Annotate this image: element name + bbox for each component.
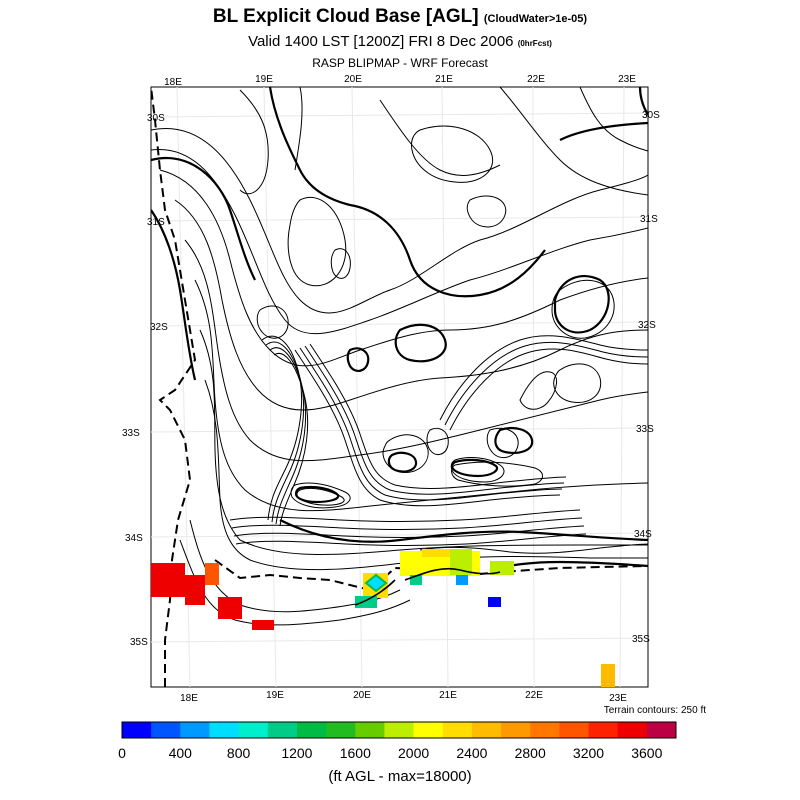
cell bbox=[488, 597, 501, 607]
graticule bbox=[151, 87, 648, 687]
tick-label: 31S bbox=[640, 214, 658, 225]
tick-label: 34S bbox=[125, 533, 143, 544]
colorbar-swatch bbox=[471, 722, 502, 738]
coastline-west bbox=[151, 87, 197, 687]
colorbar-swatch bbox=[238, 722, 269, 738]
cell bbox=[205, 563, 219, 585]
cell bbox=[601, 664, 615, 687]
cell bbox=[410, 575, 422, 585]
tick-label: 35S bbox=[632, 634, 650, 645]
map-plot-area bbox=[151, 87, 648, 687]
cell bbox=[151, 563, 185, 597]
colorbar-swatch bbox=[355, 722, 385, 738]
colorbar-tick-label: 800 bbox=[227, 745, 251, 761]
cell bbox=[456, 575, 468, 585]
tick-label: 20E bbox=[353, 690, 371, 701]
colorbar-swatch bbox=[413, 722, 444, 738]
colorbar-units: (ft AGL - max=18000) bbox=[328, 768, 472, 785]
colorbar-tick-label: 2400 bbox=[456, 745, 487, 761]
tick-label: 33S bbox=[122, 428, 140, 439]
colorbar-tick-label: 1600 bbox=[340, 745, 371, 761]
tick-label: 30S bbox=[642, 110, 660, 121]
tick-label: 23E bbox=[618, 74, 636, 85]
colorbar-tick-label: 3200 bbox=[573, 745, 604, 761]
valid-time-text: Valid 1400 LST [1200Z] FRI 8 Dec 2006 bbox=[248, 33, 514, 50]
tick-label: 23E bbox=[609, 693, 627, 704]
forecast-hour: (0hrFcst) bbox=[517, 39, 552, 48]
map-title: BL Explicit Cloud Base [AGL] (CloudWater… bbox=[0, 6, 800, 28]
tick-label: 18E bbox=[164, 77, 182, 88]
cell bbox=[490, 561, 514, 575]
colorbar-tick-label: 3600 bbox=[631, 745, 662, 761]
colorbar-frame bbox=[121, 721, 677, 739]
colorbar-swatch bbox=[588, 722, 619, 738]
title-main: BL Explicit Cloud Base [AGL] bbox=[212, 6, 479, 27]
tick-label: 22E bbox=[527, 74, 545, 85]
tick-label: 30S bbox=[147, 113, 165, 124]
tick-label: 18E bbox=[180, 693, 198, 704]
tick-label: 35S bbox=[130, 637, 148, 648]
map-subtitle: RASP BLIPMAP - WRF Forecast bbox=[312, 56, 488, 70]
colorbar-swatch bbox=[296, 722, 327, 738]
colorbar-swatch bbox=[151, 722, 181, 738]
colorbar-swatch bbox=[122, 722, 152, 738]
colorbar bbox=[121, 721, 677, 739]
colorbar-tick-label: 400 bbox=[169, 745, 193, 761]
axis-top: 18E 19E 20E 21E 22E 23E bbox=[164, 74, 636, 88]
colorbar-swatch bbox=[326, 722, 356, 738]
colorbar-tick-label: 2000 bbox=[398, 745, 429, 761]
colorbar-swatch bbox=[209, 722, 240, 738]
tick-label: 33S bbox=[636, 424, 654, 435]
axis-bottom: 18E 19E 20E 21E 22E 23E bbox=[180, 690, 627, 704]
overlay-contours bbox=[354, 567, 501, 606]
tick-label: 32S bbox=[638, 320, 656, 331]
tick-label: 32S bbox=[150, 322, 168, 333]
cell bbox=[252, 620, 274, 630]
colorbar-tick-label: 0 bbox=[118, 745, 126, 761]
title-condition: (CloudWater>1e-05) bbox=[483, 13, 588, 25]
colorbar-swatch bbox=[530, 722, 560, 738]
axis-left: 30S 31S 32S 33S 34S 35S bbox=[122, 113, 168, 648]
cell bbox=[450, 549, 472, 575]
tick-label: 20E bbox=[344, 74, 362, 85]
colorbar-swatch bbox=[617, 722, 648, 738]
colorbar-swatch bbox=[646, 722, 677, 738]
colorbar-swatch bbox=[559, 722, 589, 738]
axis-right: 30S 31S 32S 33S 34S 35S bbox=[632, 110, 660, 645]
colorbar-swatch bbox=[501, 722, 531, 738]
cell bbox=[218, 597, 242, 619]
cell bbox=[185, 575, 205, 605]
colorbar-tick-label: 1200 bbox=[281, 745, 312, 761]
colorbar-tick-label: 2800 bbox=[515, 745, 546, 761]
colorbar-swatch bbox=[180, 722, 210, 738]
thick-contours bbox=[151, 87, 648, 572]
cell bbox=[355, 596, 377, 608]
tick-label: 19E bbox=[255, 74, 273, 85]
map-frame bbox=[150, 86, 649, 688]
terrain-note: Terrain contours: 250 ft bbox=[603, 705, 706, 716]
valid-time: Valid 1400 LST [1200Z] FRI 8 Dec 2006 (0… bbox=[0, 33, 800, 50]
colorbar-swatch bbox=[442, 722, 473, 738]
colorbar-swatch bbox=[384, 722, 414, 738]
tick-label: 21E bbox=[435, 74, 453, 85]
escarpment-contours bbox=[229, 335, 648, 546]
tick-label: 31S bbox=[147, 217, 165, 228]
cell bbox=[422, 549, 452, 557]
colorbar-swatch bbox=[267, 722, 298, 738]
tick-label: 19E bbox=[266, 690, 284, 701]
tick-label: 21E bbox=[439, 690, 457, 701]
tick-label: 34S bbox=[634, 529, 652, 540]
cell-diamond bbox=[364, 573, 388, 593]
colorbar-ticks: 0 400 800 1200 1600 2000 2400 2800 3200 3600 bbox=[118, 745, 662, 761]
tick-label: 22E bbox=[525, 690, 543, 701]
